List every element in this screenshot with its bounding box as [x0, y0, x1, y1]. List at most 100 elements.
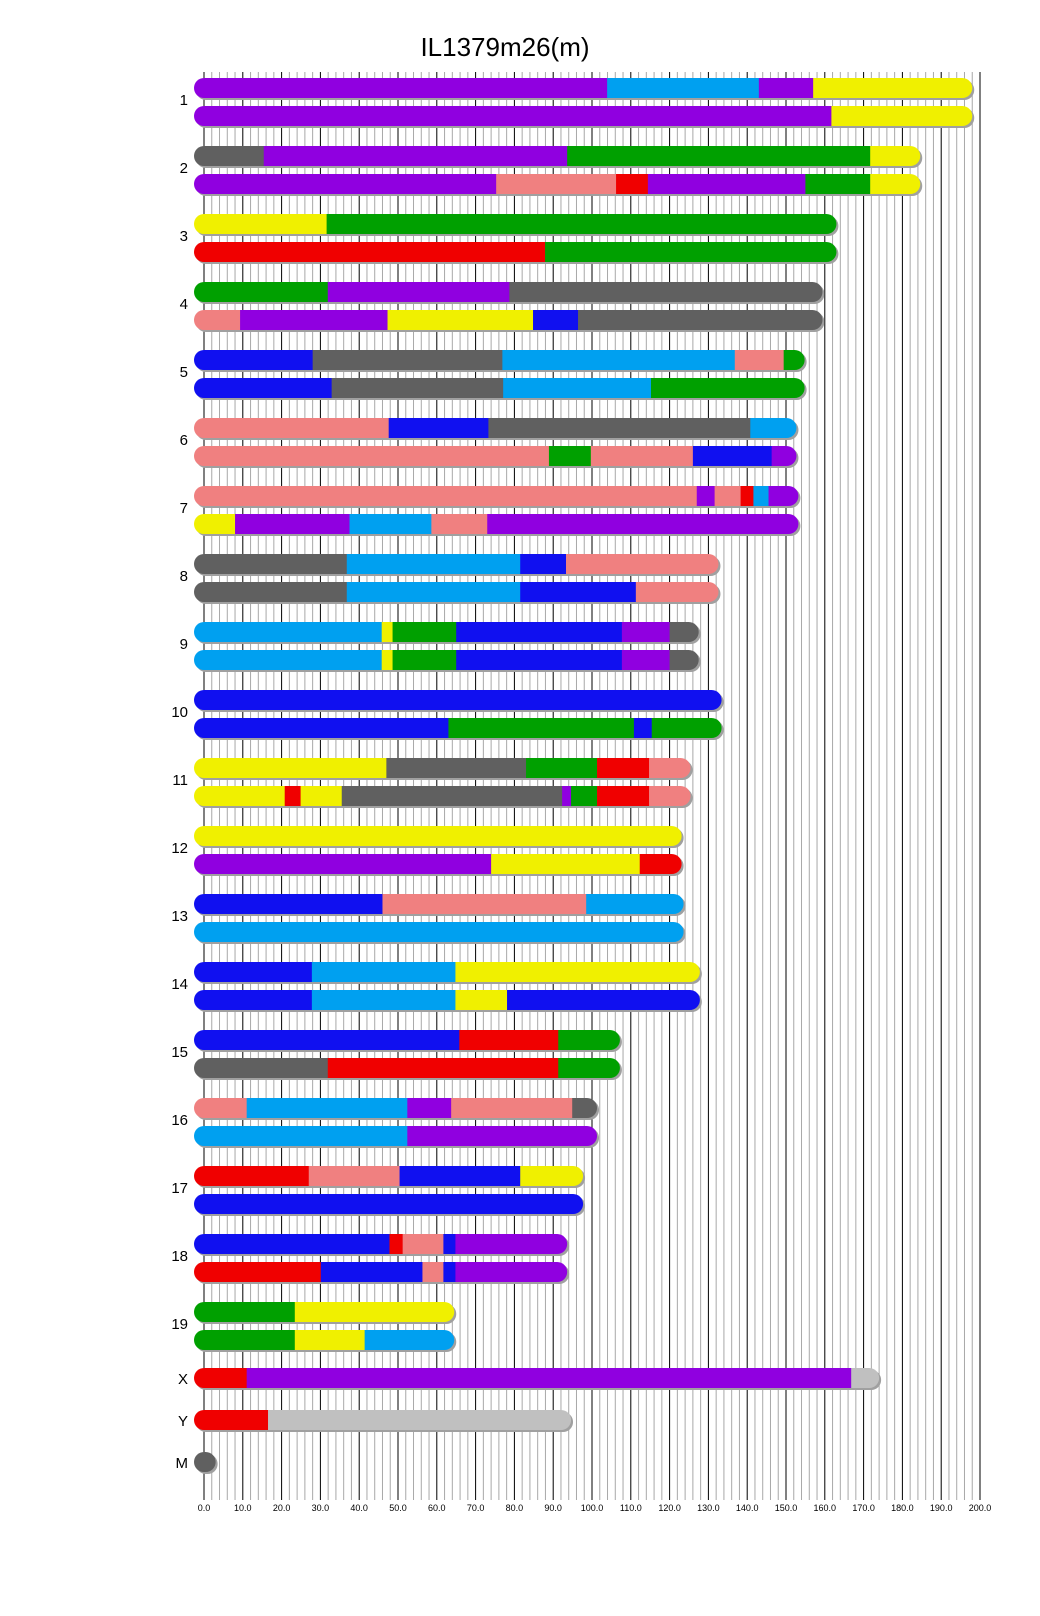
segment-green [651, 718, 722, 738]
chromosome-16-homolog-2 [194, 1126, 600, 1148]
chromosome-5-homolog-2 [194, 378, 807, 400]
chromosome-12-homolog-1 [194, 826, 684, 848]
x-tick-label: 100.0 [581, 1503, 604, 1513]
chromosome-label: 19 [171, 1316, 188, 1333]
segment-red [284, 786, 302, 806]
chromosome-bars [194, 78, 975, 1474]
segment-blue [520, 582, 637, 602]
segment-salmon [422, 1262, 444, 1282]
segment-salmon [194, 310, 241, 330]
segment-yellow [455, 990, 508, 1010]
x-tick-label: 200.0 [969, 1503, 992, 1513]
segment-salmon [734, 350, 785, 370]
segment-yellow [520, 1166, 584, 1186]
segment-red [194, 1410, 269, 1430]
segment-blue [194, 962, 313, 982]
chromosome-19-homolog-2 [194, 1330, 457, 1352]
segment-purple [194, 78, 608, 98]
segment-sky [753, 486, 770, 506]
chromosome-1-homolog-2 [194, 106, 975, 128]
segment-blue [520, 554, 567, 574]
segment-red [194, 1368, 248, 1388]
x-tick-label: 110.0 [620, 1503, 642, 1513]
chromosome-19-homolog-1 [194, 1302, 457, 1324]
chromosome-label: 16 [171, 1112, 188, 1129]
chromosome-2-homolog-1 [194, 146, 923, 168]
chromosome-M-homolog-1 [194, 1452, 218, 1474]
chromosome-label: 1 [180, 92, 188, 109]
chromosome-3-homolog-1 [194, 214, 839, 236]
segment-yellow [491, 854, 641, 874]
segment-purple [487, 514, 799, 534]
segment-gray [331, 378, 504, 398]
segment-yellow [387, 310, 534, 330]
segment-gray [578, 310, 823, 330]
chromosome-4-homolog-1 [194, 282, 825, 304]
segment-purple [263, 146, 568, 166]
chromosome-Y-homolog-1 [194, 1410, 574, 1432]
segment-purple [771, 446, 797, 466]
segment-green [392, 650, 457, 670]
chromosome-13-homolog-1 [194, 894, 686, 916]
chromosome-label: 10 [171, 704, 188, 721]
chromosome-2-homolog-2 [194, 174, 923, 196]
chromosome-label: 4 [180, 296, 188, 313]
segment-purple [455, 1234, 568, 1254]
segment-green [650, 378, 805, 398]
chromosome-13-homolog-2 [194, 922, 686, 944]
segment-gray [194, 1058, 329, 1078]
chromosome-9-homolog-2 [194, 650, 701, 672]
segment-sky [503, 378, 652, 398]
segment-yellow [381, 650, 394, 670]
segment-yellow [294, 1330, 366, 1350]
chromosome-label: 18 [171, 1248, 188, 1265]
chromosome-8-homolog-1 [194, 554, 721, 576]
segment-green [392, 622, 457, 642]
chromosome-label: 8 [180, 568, 188, 585]
chromosome-X-homolog-1 [194, 1368, 882, 1390]
segment-red [639, 854, 682, 874]
segment-blue [443, 1262, 456, 1282]
chromosome-label: 13 [171, 908, 188, 925]
segment-yellow [813, 78, 973, 98]
segment-gray [509, 282, 823, 302]
x-tick-label: 10.0 [234, 1503, 252, 1513]
segment-sky [750, 418, 797, 438]
segment-green [194, 282, 329, 302]
chromosome-label: 5 [180, 364, 188, 381]
segment-yellow [870, 174, 921, 194]
chromosome-6-homolog-2 [194, 446, 799, 468]
segment-sky [502, 350, 736, 370]
segment-sky [364, 1330, 455, 1350]
segment-purple [621, 650, 671, 670]
chromosome-3-homolog-2 [194, 242, 839, 264]
segment-yellow [294, 1302, 455, 1322]
chromosome-label: X [178, 1371, 188, 1388]
chart-title: IL1379m26(m) [420, 32, 589, 62]
x-tick-label: 20.0 [273, 1503, 291, 1513]
segment-purple [407, 1126, 598, 1146]
x-tick-label: 40.0 [350, 1503, 368, 1513]
segment-red [194, 242, 546, 262]
chromosome-label: 9 [180, 636, 188, 653]
segment-sky [311, 990, 456, 1010]
segment-blue [194, 1234, 390, 1254]
segment-green [558, 1030, 620, 1050]
x-tick-label: 140.0 [736, 1503, 759, 1513]
segment-yellow [455, 962, 700, 982]
segment-salmon [649, 786, 691, 806]
chromosome-label: 12 [171, 840, 188, 857]
x-tick-label: 120.0 [658, 1503, 681, 1513]
segment-blue [443, 1234, 456, 1254]
chromosome-7-homolog-1 [194, 486, 801, 508]
chromosome-14-homolog-2 [194, 990, 702, 1012]
segment-sky [194, 1126, 408, 1146]
x-tick-label: 30.0 [312, 1503, 330, 1513]
segment-green [194, 1302, 296, 1322]
x-tick-label: 130.0 [697, 1503, 720, 1513]
segment-salmon [635, 582, 719, 602]
segment-green [571, 786, 598, 806]
segment-blue [194, 350, 314, 370]
segment-gray [194, 1452, 216, 1472]
chromosome-label: Y [178, 1413, 188, 1430]
